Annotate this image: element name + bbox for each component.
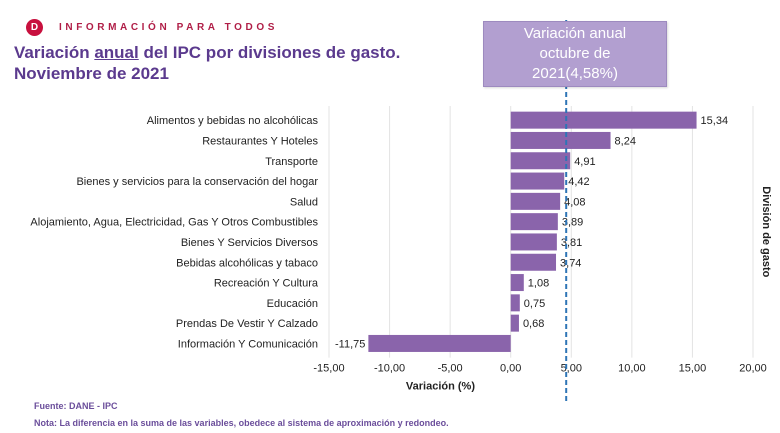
bar	[510, 213, 558, 231]
data-label: 3,89	[562, 217, 583, 229]
category-label: Alojamiento, Agua, Electricidad, Gas Y O…	[30, 217, 318, 229]
category-label: Salud	[290, 196, 318, 208]
bar	[510, 233, 557, 251]
category-label: Restaurantes Y Hoteles	[202, 135, 318, 147]
bar	[368, 334, 511, 352]
category-label: Educación	[267, 298, 318, 310]
data-label: 3,81	[561, 237, 582, 249]
data-label: 4,08	[564, 196, 585, 208]
x-tick-label: 15,00	[679, 363, 707, 375]
callout-text: Variación anual octubre de 2021(4,58%)	[523, 25, 627, 82]
category-label: Recreación Y Cultura	[214, 278, 319, 290]
x-axis-title: Variación (%)	[406, 381, 475, 393]
category-label: Bienes Y Servicios Diversos	[181, 237, 319, 249]
title-underlined: anual	[94, 43, 139, 62]
title-line-2: Noviembre de 2021	[14, 64, 169, 83]
tagline: INFORMACIÓN PARA TODOS	[59, 21, 279, 33]
category-label: Transporte	[265, 156, 318, 168]
category-label: Bebidas alcohólicas y tabaco	[176, 257, 318, 269]
y-axis-title: División de gasto	[760, 186, 772, 277]
data-label: 8,24	[615, 135, 636, 147]
title-part-2: del IPC por divisiones de gasto.	[138, 43, 401, 62]
x-tick-label: -10,00	[374, 363, 405, 375]
bar	[510, 294, 520, 312]
bar	[510, 152, 571, 170]
data-label: 1,08	[528, 278, 549, 290]
bar	[510, 274, 524, 292]
data-label: 0,75	[524, 298, 545, 310]
x-tick-label: -15,00	[313, 363, 344, 375]
data-label: 3,74	[560, 257, 581, 269]
dane-logo-icon: D	[26, 18, 43, 36]
category-label: Bienes y servicios para la conservación …	[76, 176, 318, 188]
x-tick-label: 0,00	[500, 363, 521, 375]
x-tick-label: 20,00	[739, 363, 767, 375]
data-label: 4,91	[574, 156, 595, 168]
data-label: 15,34	[701, 115, 729, 127]
title-part-1: Variación	[14, 43, 95, 62]
category-label: Información Y Comunicación	[178, 338, 318, 350]
source-note: Fuente: DANE - IPC	[34, 401, 118, 411]
data-label: 0,68	[523, 318, 544, 330]
x-tick-label: 5,00	[561, 363, 582, 375]
bar	[510, 172, 565, 190]
x-tick-label: -5,00	[438, 363, 463, 375]
bar	[510, 111, 697, 129]
reference-callout: Variación anual octubre de 2021(4,58%)	[483, 21, 667, 87]
bar	[510, 314, 519, 332]
bar	[510, 192, 561, 210]
data-label: 4,42	[568, 176, 589, 188]
category-label: Alimentos y bebidas no alcohólicas	[147, 115, 319, 127]
page-title: Variación anual del IPC por divisiones d…	[14, 42, 484, 84]
bar	[510, 253, 557, 271]
brand-header: D INFORMACIÓN PARA TODOS	[26, 16, 278, 38]
rounding-note: Nota: La diferencia en la suma de las va…	[34, 418, 449, 428]
x-tick-label: 10,00	[618, 363, 646, 375]
category-label: Prendas De Vestir Y Calzado	[176, 318, 318, 330]
data-label: -11,75	[335, 338, 365, 350]
bar	[510, 131, 611, 149]
